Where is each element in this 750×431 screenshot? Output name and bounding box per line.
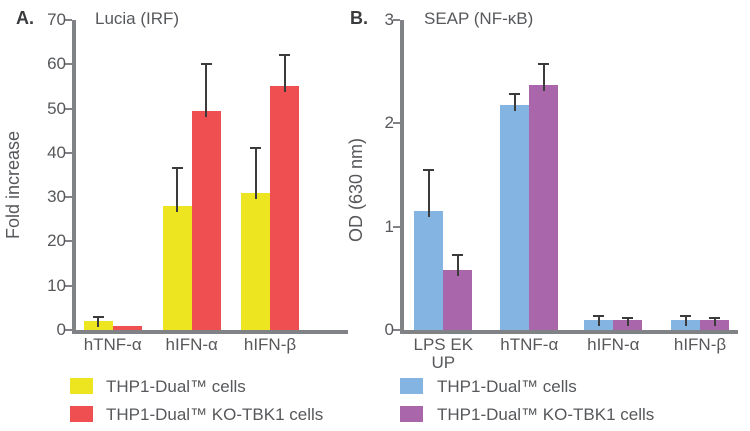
error-bar-stem (176, 168, 179, 212)
error-bar-cap (593, 314, 605, 317)
y-tick-label: 40 (47, 142, 66, 162)
error-bar-cap (423, 168, 435, 171)
y-tick-label: 1 (384, 216, 394, 236)
y-tick-label: 60 (47, 54, 66, 74)
y-tick-label: 3 (384, 10, 394, 29)
error-bar-stem (684, 315, 687, 326)
error-bar-cap (538, 63, 550, 66)
legend-label-thp1-dual-ko-tbk1-cells: THP1-Dual™ KO-TBK1 cells (437, 405, 655, 424)
legend-label-thp1-dual-cells: THP1-Dual™ cells (106, 377, 246, 396)
y-tick (65, 63, 72, 66)
error-bar-stem (97, 316, 100, 328)
legend-swatch-thp1-dual-cells (400, 378, 423, 394)
legend-swatch-thp1-dual-ko-tbk1-cells (70, 406, 93, 422)
y-tick (65, 19, 72, 21)
bar (529, 85, 559, 330)
y-tick-label: 10 (47, 275, 66, 295)
error-bar-stem (456, 254, 459, 277)
error-bar-cap (509, 93, 521, 96)
bar (241, 192, 270, 330)
bar (162, 206, 192, 330)
error-bar-cap (622, 316, 634, 319)
panel-b-title: SEAP (NF-κB) (424, 9, 534, 28)
y-tick-label: 30 (47, 187, 66, 207)
y-tick (393, 122, 400, 125)
panel-a-title: Lucia (IRF) (95, 9, 180, 28)
category-label: LPS EK UP (413, 335, 474, 372)
category-label: hTNF-α (83, 335, 142, 354)
legend-label-thp1-dual-cells: THP1-Dual™ cells (437, 377, 577, 396)
error-bar-cap (452, 253, 464, 256)
error-bar-cap (171, 167, 183, 170)
category-label: hIFN-β (243, 335, 297, 354)
y-tick-label: 50 (47, 98, 66, 118)
error-bar-stem (205, 64, 208, 117)
error-bar-cap (250, 147, 261, 150)
bar (414, 211, 444, 330)
error-bar-cap (92, 315, 104, 318)
error-bar-cap (709, 316, 720, 319)
bar (500, 104, 530, 330)
legend-swatch-thp1-dual-ko-tbk1-cells (400, 406, 423, 422)
y-axis (400, 20, 404, 334)
x-axis (400, 330, 738, 334)
y-tick-label: 0 (56, 320, 66, 339)
error-bar-cap (279, 54, 290, 57)
y-tick (393, 19, 400, 21)
y-tick (65, 329, 72, 331)
y-tick-label: 70 (47, 10, 66, 29)
y-tick (65, 151, 72, 154)
panel-b-label: B. (350, 8, 368, 28)
legend-swatch-thp1-dual-cells (70, 378, 93, 394)
y-tick (65, 240, 72, 243)
bar (443, 270, 473, 330)
x-axis (72, 330, 348, 334)
y-tick (65, 284, 72, 287)
panel-a-label: A. (16, 8, 34, 28)
bar (112, 325, 142, 330)
y-tick (65, 196, 72, 199)
error-bar-stem (626, 317, 629, 326)
legend-label-thp1-dual-ko-tbk1-cells: THP1-Dual™ KO-TBK1 cells (106, 405, 324, 424)
error-bar-stem (597, 315, 600, 326)
y-tick (393, 329, 400, 331)
panel-a-y-axis-label: Fold increase (3, 130, 23, 240)
y-axis (72, 20, 76, 334)
y-tick (65, 107, 72, 110)
error-bar-stem (542, 64, 545, 92)
error-bar-stem (713, 317, 716, 326)
category-label: hIFN-α (587, 335, 640, 354)
error-bar-stem (283, 55, 286, 93)
bar (270, 86, 299, 330)
error-bar-stem (427, 169, 430, 218)
bar (191, 110, 221, 330)
panel-b-y-axis-label: OD (630 nm) (346, 137, 366, 243)
y-tick-label: 20 (47, 231, 66, 251)
category-label: hTNF-α (500, 335, 559, 354)
category-label: hIFN-α (165, 335, 218, 354)
y-tick (393, 225, 400, 228)
error-bar-cap (680, 314, 691, 317)
error-bar-stem (513, 94, 516, 111)
y-tick-label: 0 (384, 320, 394, 339)
y-tick-label: 2 (384, 113, 394, 133)
category-label: hIFN-β (673, 335, 727, 354)
error-bar-cap (200, 63, 212, 66)
error-bar-stem (254, 148, 257, 199)
